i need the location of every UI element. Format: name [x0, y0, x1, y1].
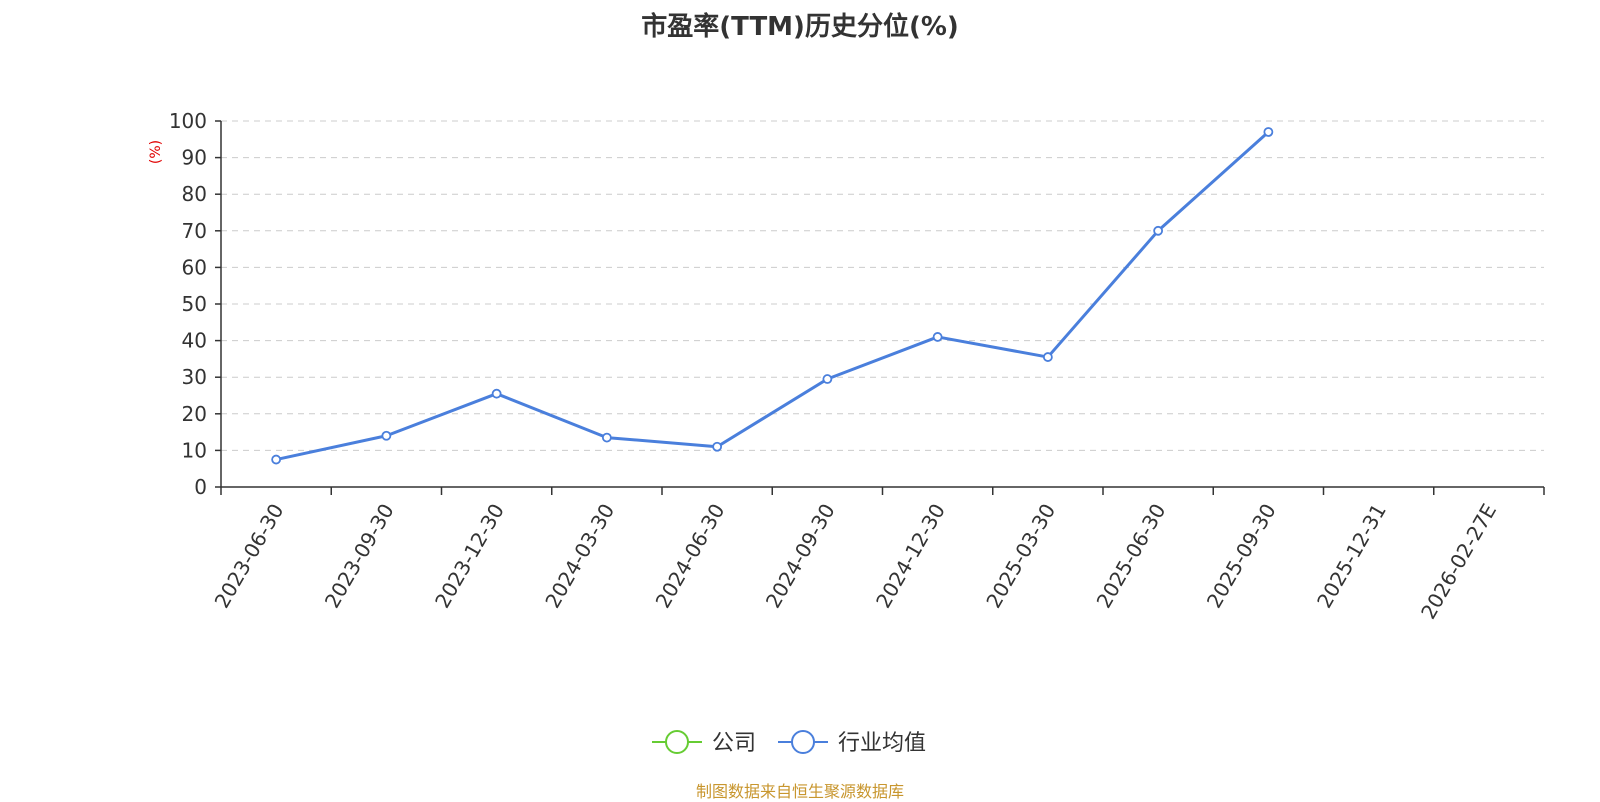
legend[interactable]: 公司 行业均值	[652, 730, 926, 756]
legend-label: 公司	[712, 731, 756, 756]
y-tick-label: 0	[194, 475, 207, 499]
y-tick-label: 70	[182, 219, 207, 243]
grid-lines	[221, 120, 1544, 451]
axes	[215, 120, 1545, 495]
y-tick-label: 40	[182, 329, 207, 353]
legend-label: 行业均值	[838, 731, 926, 756]
y-tick-label: 10	[182, 438, 207, 462]
x-tick-label: 2023-12-30	[430, 500, 509, 613]
source-note: 制图数据来自恒生聚源数据库	[695, 782, 904, 801]
data-point[interactable]	[822, 374, 833, 384]
data-point[interactable]	[381, 430, 392, 441]
data-point[interactable]	[1263, 127, 1274, 137]
y-tick-label: 20	[182, 402, 207, 426]
x-tick-label: 2025-09-30	[1202, 500, 1281, 613]
series	[271, 127, 1274, 465]
y-tick-label: 50	[182, 292, 207, 316]
legend-item[interactable]: 行业均值	[778, 730, 926, 756]
data-point[interactable]	[1042, 352, 1053, 362]
data-point[interactable]	[601, 432, 612, 443]
legend-swatch-marker	[791, 730, 815, 754]
x-tick-label: 2024-06-30	[651, 500, 730, 613]
y-tick-label: 80	[182, 182, 207, 206]
x-tick-label: 2026-02-27E	[1416, 500, 1501, 624]
data-point[interactable]	[712, 441, 723, 452]
data-point[interactable]	[1153, 225, 1164, 236]
chart-title: 市盈率(TTM)历史分位(%)	[641, 12, 959, 42]
y-axis-label: (%)	[148, 140, 164, 164]
x-tick-label: 2025-12-31	[1312, 500, 1391, 613]
x-tick-label: 2024-12-30	[871, 500, 950, 613]
y-tick-label: 100	[169, 109, 207, 133]
x-tick-label: 2024-09-30	[761, 500, 840, 613]
x-tick-label: 2023-06-30	[210, 500, 289, 613]
x-tick-label: 2024-03-30	[540, 500, 619, 613]
x-tick-label: 2023-09-30	[320, 500, 399, 613]
data-point[interactable]	[932, 332, 943, 342]
x-tick-label: 2025-03-30	[981, 500, 1060, 613]
y-tick-label: 30	[182, 365, 207, 389]
legend-item[interactable]: 公司	[652, 730, 756, 756]
x-tick-label: 2025-06-30	[1092, 500, 1171, 613]
data-point[interactable]	[271, 454, 282, 465]
y-tick-labels: 0 10 20 30 40 50 60 70 80 90 100	[169, 109, 207, 499]
x-tick-labels: 2023-06-30 2023-09-30 2023-12-30 2024-03-30…	[210, 500, 1502, 624]
y-tick-label: 90	[182, 146, 207, 170]
legend-swatch-marker	[665, 730, 689, 754]
series-line	[275, 130, 1270, 462]
y-tick-label: 60	[182, 255, 207, 279]
data-point[interactable]	[491, 388, 502, 399]
